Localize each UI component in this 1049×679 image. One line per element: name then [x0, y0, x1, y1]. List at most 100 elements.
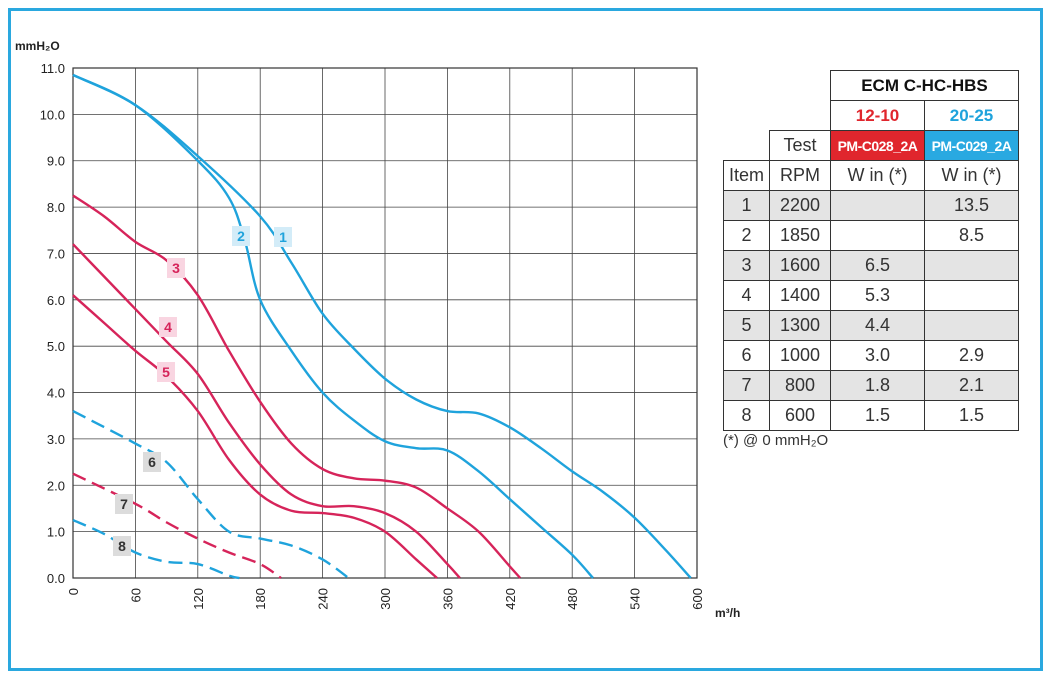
cell: 4: [723, 280, 770, 311]
x-tick-label: 0: [66, 588, 81, 595]
y-tick-label: 7.0: [47, 246, 65, 261]
footnote: (*) @ 0 mmH₂O: [723, 432, 829, 449]
curve-label-box: [274, 227, 292, 247]
curve-label-box: [115, 494, 133, 514]
size: 20-25: [924, 100, 1019, 131]
curve-label-box: [167, 258, 185, 278]
curve: [72, 243, 461, 579]
cell: Item: [723, 160, 770, 191]
curve-label-box: [157, 362, 175, 382]
cell: 8: [723, 400, 770, 431]
table-row: 7 800 1.8 2.1: [723, 370, 1019, 401]
table-row: 3 1600 6.5: [723, 250, 1019, 281]
curve-label: 2: [237, 228, 245, 244]
cell: 2.1: [924, 370, 1019, 401]
x-tick-label: 600: [690, 588, 705, 610]
x-tick-label: 420: [503, 588, 518, 610]
y-tick-label: 5.0: [47, 339, 65, 354]
cell: 1850: [769, 220, 831, 251]
y-tick-label: 1.0: [47, 525, 65, 540]
cell: 1600: [769, 250, 831, 281]
curve-label-box: [159, 317, 177, 337]
curve-label-box: [143, 452, 161, 472]
y-tick-label: 3.0: [47, 432, 65, 447]
y-tick-label: 10.0: [40, 107, 65, 122]
x-tick-label: 60: [128, 588, 143, 602]
cell: [830, 220, 925, 251]
y-axis-title: mmH₂O: [15, 39, 60, 53]
cell: 5: [723, 310, 770, 341]
y-tick-label: 8.0: [47, 200, 65, 215]
table-row: 8 600 1.5 1.5: [723, 400, 1019, 431]
size: 12-10: [830, 100, 925, 131]
y-tick-label: 6.0: [47, 293, 65, 308]
frame: [8, 8, 1043, 671]
cell: 7: [723, 370, 770, 401]
x-tick-label: 120: [191, 588, 206, 610]
cell: 800: [769, 370, 831, 401]
x-tick-label: 300: [378, 588, 393, 610]
curve-label: 3: [172, 260, 180, 276]
model: ECM C-HC-HBS: [830, 70, 1019, 101]
y-tick-label: 2.0: [47, 478, 65, 493]
curve-label: 7: [120, 496, 128, 512]
cell: 6: [723, 340, 770, 371]
cell: 1.5: [830, 400, 925, 431]
curve-label: 6: [148, 454, 156, 470]
y-tick-label: 11.0: [41, 61, 65, 76]
spec-table: ECM C-HC-HBS 12-10 20-25 Test PM-C028_2A PM…: [723, 70, 1019, 431]
x-axis-title: m³/h: [715, 606, 740, 620]
cell: [830, 190, 925, 221]
curve-label: 1: [279, 229, 287, 245]
cell: 2.9: [924, 340, 1019, 371]
cell: [924, 310, 1019, 341]
cell: 3.0: [830, 340, 925, 371]
curve: [72, 410, 350, 579]
y-tick-label: 9.0: [47, 154, 65, 169]
cell: 1.8: [830, 370, 925, 401]
test: Test: [769, 130, 831, 161]
curve-label: 5: [162, 364, 170, 380]
x-tick-label: 540: [628, 588, 643, 610]
x-tick-label: 240: [316, 588, 331, 610]
cell: 1.5: [924, 400, 1019, 431]
cell: 1: [723, 190, 770, 221]
code: PM-C029_2A: [924, 130, 1019, 161]
plot-border: [72, 67, 698, 579]
curve-label: 8: [118, 538, 126, 554]
curve: [72, 73, 594, 579]
curve-label-box: [113, 536, 131, 556]
x-tick-label: 480: [565, 588, 580, 610]
table-row: 2 1850 8.5: [723, 220, 1019, 251]
cell: 2: [723, 220, 770, 251]
curve-label: 4: [164, 319, 172, 335]
table-row: 1 2200 13.5: [723, 190, 1019, 221]
curve: [72, 294, 438, 579]
cell: 8.5: [924, 220, 1019, 251]
cell: 1300: [769, 310, 831, 341]
curve: [72, 73, 692, 579]
cell: 6.5: [830, 250, 925, 281]
cell: 13.5: [924, 190, 1019, 221]
y-tick-label: 4.0: [47, 386, 65, 401]
cell: W in (*): [924, 160, 1019, 191]
cell: [924, 280, 1019, 311]
curve: [72, 518, 240, 580]
curve: [72, 472, 282, 579]
curve-label-box: [232, 226, 250, 246]
code: PM-C028_2A: [830, 130, 925, 161]
cell: 3: [723, 250, 770, 281]
y-tick-label: 0.0: [47, 571, 65, 586]
cell: 600: [769, 400, 831, 431]
cell: 1400: [769, 280, 831, 311]
table-row: 4 1400 5.3: [723, 280, 1019, 311]
cell: 1000: [769, 340, 831, 371]
cell: [924, 250, 1019, 281]
cell: 5.3: [830, 280, 925, 311]
cell: 4.4: [830, 310, 925, 341]
x-tick-label: 360: [440, 588, 455, 610]
table-row: 5 1300 4.4: [723, 310, 1019, 341]
cell: W in (*): [830, 160, 925, 191]
